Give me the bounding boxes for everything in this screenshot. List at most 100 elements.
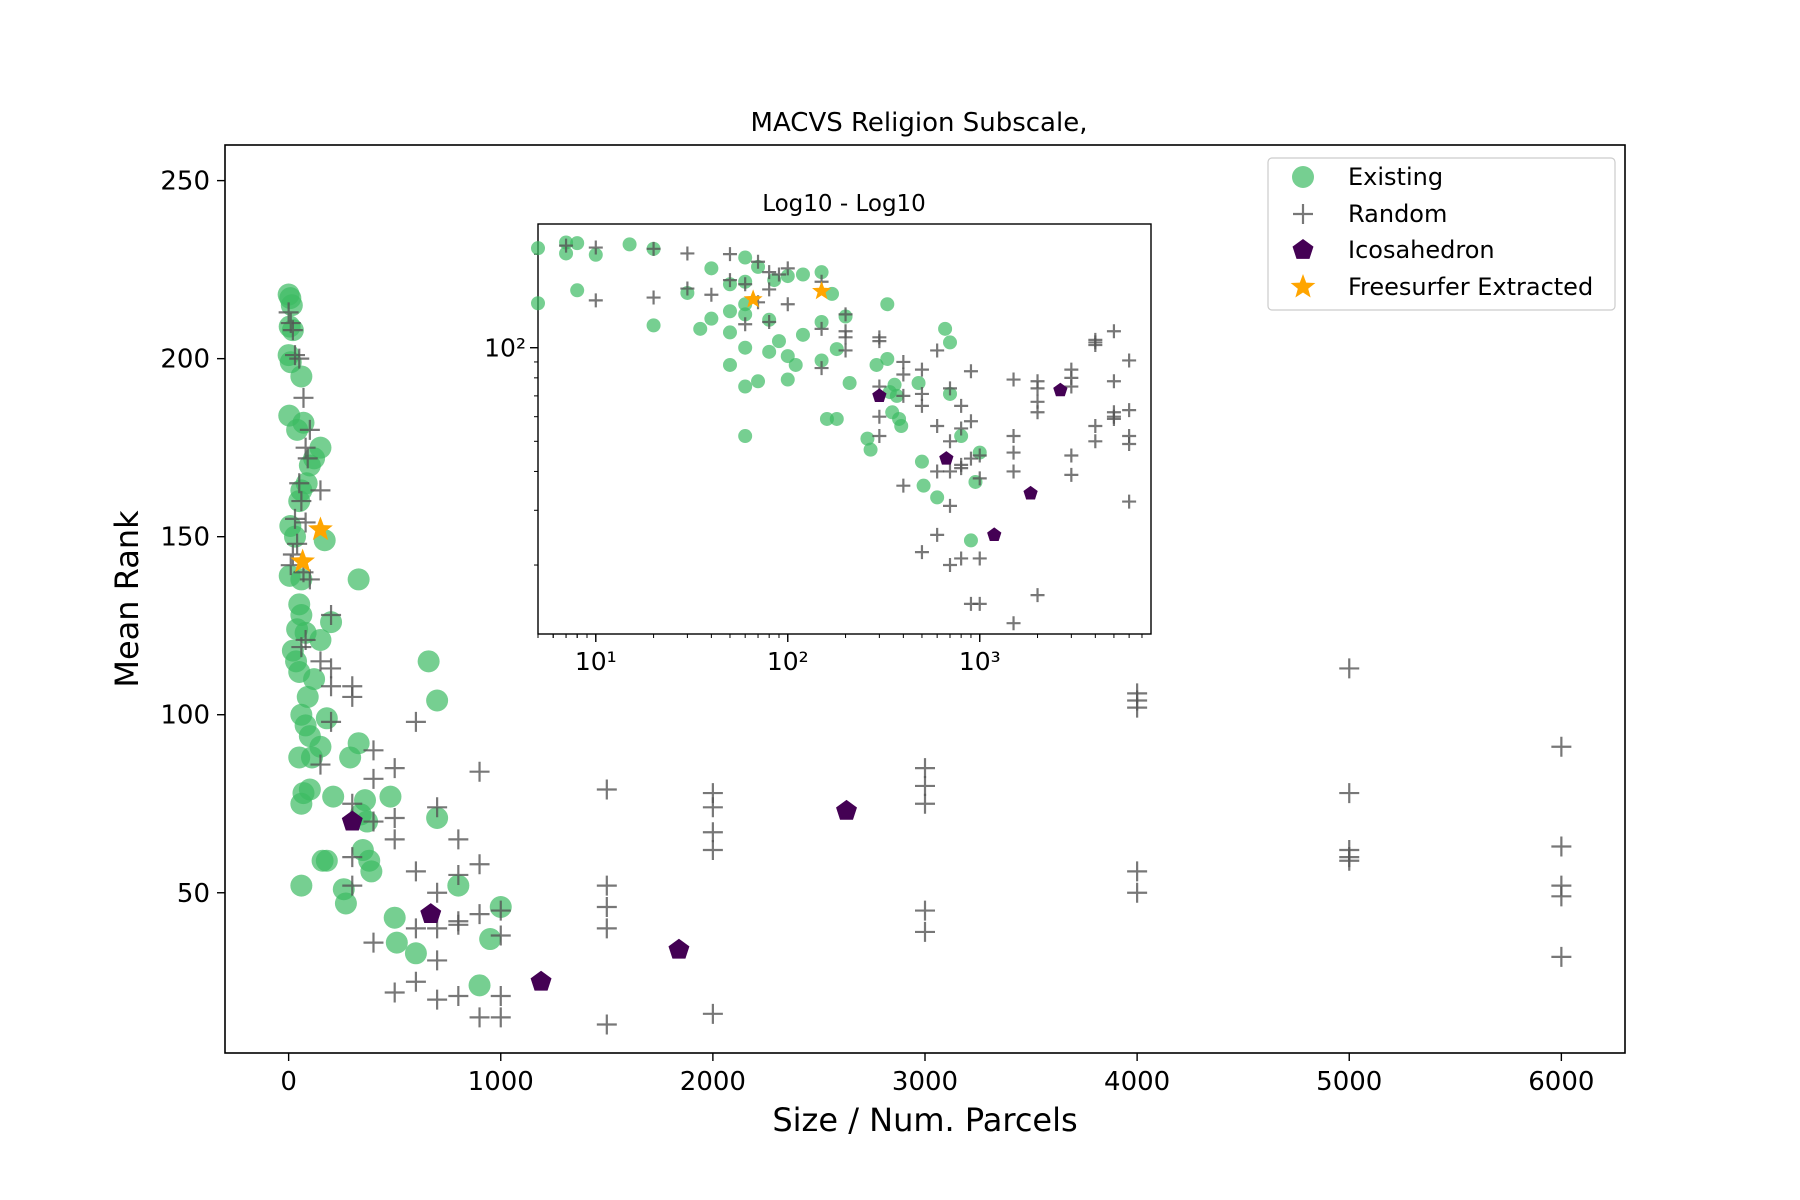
point-random [596, 1014, 617, 1035]
inset-point-existing [829, 411, 844, 426]
point-random [384, 982, 405, 1003]
legend-items [1290, 166, 1316, 298]
inset-point-random [1030, 405, 1045, 420]
inset-point-random [588, 293, 603, 308]
y-tick-label: 50 [177, 879, 210, 909]
inset-point-existing [819, 411, 834, 426]
point-random [293, 387, 314, 408]
inset-point-existing [963, 533, 978, 548]
point-existing [334, 892, 357, 915]
inset-point-existing [704, 261, 719, 276]
inset-point-random [1088, 338, 1103, 353]
point-existing [417, 650, 440, 673]
series-freesurfer-extracted [290, 516, 333, 573]
point-random [342, 847, 363, 868]
inset-point-random [1106, 411, 1121, 426]
inset-point-random [914, 386, 929, 401]
point-existing [426, 806, 449, 829]
inset-point-existing [780, 372, 795, 387]
point-random [1339, 658, 1360, 679]
x-tick-label: 3000 [892, 1067, 958, 1097]
inset-point-existing [559, 246, 574, 261]
inset-point-existing [738, 379, 753, 394]
inset-point-random [872, 334, 887, 349]
point-random [596, 918, 617, 939]
inset-plot-frame [537, 223, 1152, 635]
point-random [702, 840, 723, 861]
inset-point-random [1030, 588, 1045, 603]
inset-point-icosahedron [939, 451, 954, 465]
inset-point-random [1006, 429, 1021, 444]
inset-point-existing [795, 327, 810, 342]
point-random [1551, 836, 1572, 857]
point-random [291, 637, 312, 658]
inset-point-random [943, 498, 958, 513]
point-existing [303, 668, 326, 691]
inset-point-random [896, 388, 911, 403]
inset-x-tick-label: 10² [767, 647, 809, 676]
point-random [1127, 882, 1148, 903]
y-axis-label: Mean Rank [108, 510, 146, 688]
inset-point-random [814, 321, 829, 336]
point-random [448, 829, 469, 850]
inset-point-random [943, 434, 958, 449]
inset-point-random [814, 361, 829, 376]
inset-point-existing [693, 321, 708, 336]
point-icosahedron [668, 938, 690, 959]
legend-marker-random [1293, 204, 1313, 224]
inset-point-existing [795, 267, 810, 282]
point-random [702, 1003, 723, 1024]
legend-marker-icosahedron [1292, 239, 1314, 259]
point-random [310, 754, 331, 775]
point-existing [290, 365, 313, 388]
x-tick-label: 5000 [1316, 1067, 1382, 1097]
point-existing [286, 418, 309, 441]
point-icosahedron [341, 810, 363, 831]
point-icosahedron [530, 970, 552, 991]
point-random [490, 925, 511, 946]
point-existing [280, 294, 303, 317]
series-random [278, 302, 1572, 1035]
point-existing [479, 928, 502, 951]
inset-point-existing [780, 269, 795, 284]
inset-point-random [914, 362, 929, 377]
point-random [321, 658, 342, 679]
inset-point-random [1064, 467, 1079, 482]
inset-point-random [762, 282, 777, 297]
point-random [363, 932, 384, 953]
point-random [291, 491, 312, 512]
inset-point-random [838, 307, 853, 322]
point-random [448, 864, 469, 885]
inset-axes-ticks: 10¹ 10² 10³ 10² [484, 253, 1143, 676]
inset-point-random [972, 448, 987, 463]
point-random [384, 829, 405, 850]
point-random [1551, 736, 1572, 757]
chart-title: MACVS Religion Subscale, [751, 108, 1088, 138]
inset-point-random [943, 464, 958, 479]
point-random [282, 320, 303, 341]
inset-point-existing [722, 325, 737, 340]
point-random [469, 904, 490, 925]
x-tick-label: 6000 [1528, 1067, 1594, 1097]
inset-point-existing [954, 429, 969, 444]
inset-point-existing [722, 304, 737, 319]
inset-point-random [930, 464, 945, 479]
point-existing [383, 906, 406, 929]
point-existing [309, 628, 332, 651]
inset-point-existing [738, 307, 753, 322]
inset-point-existing [704, 311, 719, 326]
inset-point-existing [762, 344, 777, 359]
inset-point-existing [570, 283, 585, 298]
inset-point-random [646, 290, 661, 305]
inset-point-existing [943, 335, 958, 350]
x-axis-label: Size / Num. Parcels [772, 1101, 1077, 1139]
point-random [289, 473, 310, 494]
inset-point-random [1122, 437, 1137, 452]
point-random [427, 989, 448, 1010]
point-random [469, 854, 490, 875]
inset-point-random [1106, 374, 1121, 389]
point-random [1127, 861, 1148, 882]
point-icosahedron [420, 903, 442, 924]
inset-point-random [780, 297, 795, 312]
